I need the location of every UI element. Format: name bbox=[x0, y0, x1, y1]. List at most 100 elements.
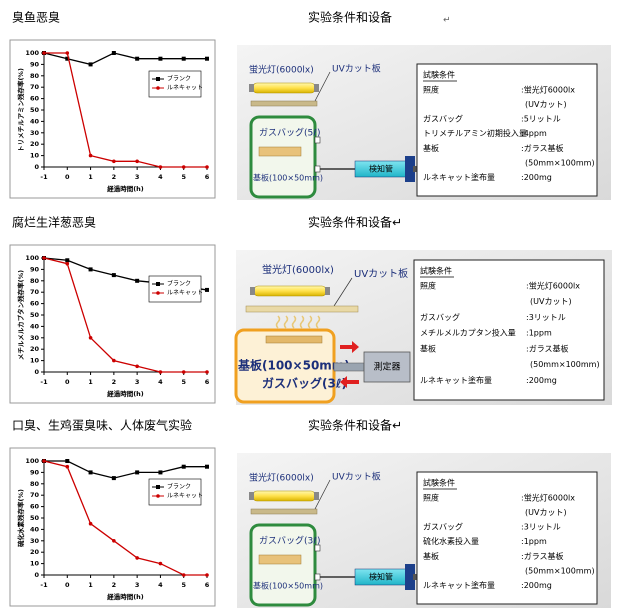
y-tick-label: 0 bbox=[34, 571, 39, 579]
x-tick-label: 5 bbox=[181, 581, 186, 589]
row-value: :ガラス基板 bbox=[521, 143, 564, 153]
y-tick-label: 80 bbox=[30, 72, 40, 80]
y-tick-label: 80 bbox=[30, 480, 40, 488]
row-label: 硫化水素投入量 bbox=[423, 536, 479, 546]
point bbox=[158, 56, 163, 61]
lamp-tube bbox=[252, 490, 316, 502]
uv-plate bbox=[250, 100, 318, 107]
row-value: :蛍光灯6000lx bbox=[521, 85, 575, 95]
point bbox=[135, 364, 139, 369]
point bbox=[158, 561, 163, 566]
point bbox=[88, 336, 93, 340]
port bbox=[314, 165, 321, 173]
section-heading: 腐烂生洋葱恶臭 bbox=[12, 215, 96, 230]
series-line bbox=[44, 460, 207, 479]
y-tick-label: 30 bbox=[30, 334, 40, 342]
y-tick-label: 10 bbox=[30, 357, 40, 365]
x-tick-label: 1 bbox=[88, 173, 93, 181]
y-tick-label: 20 bbox=[30, 140, 40, 148]
uv-label: UVカット板 bbox=[354, 267, 408, 280]
y-tick-label: 90 bbox=[30, 468, 40, 476]
y-tick-label: 60 bbox=[30, 95, 40, 103]
uv-pointer bbox=[314, 479, 331, 510]
y-tick-label: 10 bbox=[30, 560, 40, 568]
bag-label: ガスバッグ(3ℓ) bbox=[259, 535, 320, 547]
heat-wave bbox=[275, 315, 281, 329]
substrate bbox=[258, 146, 302, 157]
y-axis-label: メチルメルカプタン残存率(%) bbox=[16, 270, 25, 360]
substrate-label: 基板(100×50mm) bbox=[253, 581, 323, 591]
legend-marker bbox=[156, 77, 160, 81]
x-tick-label: 3 bbox=[135, 378, 140, 386]
legend-box bbox=[148, 70, 202, 98]
x-tick-label: -1 bbox=[40, 581, 48, 589]
uv-plate bbox=[250, 508, 318, 515]
point bbox=[65, 51, 70, 55]
arrow bbox=[340, 376, 359, 388]
legend-box bbox=[148, 478, 202, 506]
lamp-label: 蛍光灯(6000lx) bbox=[262, 263, 334, 276]
uv-plate bbox=[245, 305, 359, 313]
point bbox=[181, 165, 186, 169]
x-tick-label: 1 bbox=[88, 378, 93, 386]
legend-label: ブランク bbox=[167, 483, 191, 491]
point bbox=[135, 470, 140, 475]
y-tick-label: 60 bbox=[30, 300, 40, 308]
pump bbox=[405, 564, 415, 590]
legend-label: ルネキャット bbox=[167, 290, 203, 297]
y-tick-label: 20 bbox=[30, 548, 40, 556]
conditions-heading: 实验条件和设备↵ bbox=[308, 215, 402, 230]
row-label: 基板 bbox=[423, 551, 439, 561]
x-tick-label: 4 bbox=[158, 378, 163, 386]
legend-box bbox=[148, 275, 202, 303]
point bbox=[65, 464, 70, 469]
series-line bbox=[44, 52, 207, 168]
row-label: ガスバッグ bbox=[420, 312, 460, 322]
legend-label: ブランク bbox=[167, 75, 191, 83]
lamp-tube bbox=[253, 285, 327, 297]
point bbox=[111, 51, 116, 55]
device-label: 測定器 bbox=[373, 361, 400, 373]
legend-label: ルネキャット bbox=[167, 493, 203, 500]
row-value: :200mg bbox=[521, 173, 552, 182]
row-value: :5リットル bbox=[521, 115, 561, 124]
row-value: :200mg bbox=[521, 581, 552, 590]
point bbox=[88, 470, 93, 475]
lamp-cap bbox=[250, 287, 255, 295]
point bbox=[112, 539, 116, 543]
row-value: :蛍光灯6000lx bbox=[521, 493, 575, 503]
heat-wave bbox=[291, 315, 297, 329]
point bbox=[88, 153, 93, 158]
point bbox=[65, 261, 70, 266]
heat-wave bbox=[315, 315, 321, 329]
x-tick-label: 0 bbox=[65, 173, 70, 181]
legend-label: ブランク bbox=[167, 280, 191, 288]
legend-marker bbox=[156, 291, 160, 295]
row-note: (50mm×100mm) bbox=[530, 360, 600, 369]
gas-bag bbox=[249, 523, 317, 607]
row-note: (UVカット) bbox=[530, 297, 572, 306]
row-label: 照度 bbox=[423, 85, 439, 95]
x-tick-label: 4 bbox=[158, 581, 163, 589]
legend-marker bbox=[156, 86, 160, 90]
pipe bbox=[333, 362, 365, 372]
y-tick-label: 50 bbox=[30, 514, 40, 522]
y-tick-label: 40 bbox=[30, 117, 40, 125]
point bbox=[88, 521, 93, 526]
x-tick-label: 6 bbox=[205, 378, 210, 386]
uv-label: UVカット板 bbox=[332, 63, 381, 75]
row-label: ルネキャット塗布量 bbox=[423, 172, 495, 182]
y-axis-label: トリメチルアミン残存率(%) bbox=[16, 68, 25, 152]
substrate-label: 基板(100×50mm) bbox=[253, 173, 323, 183]
x-tick-label: 4 bbox=[158, 173, 163, 181]
y-tick-label: 100 bbox=[25, 457, 39, 465]
section-heading: 口臭、生鸡蛋臭味、人体废气实验 bbox=[12, 418, 192, 433]
heat-wave bbox=[299, 315, 305, 329]
point bbox=[88, 267, 93, 272]
legend-label: ルネキャット bbox=[167, 85, 203, 92]
y-tick-label: 30 bbox=[30, 129, 40, 137]
lamp-label: 蛍光灯(6000lx) bbox=[249, 472, 314, 484]
y-tick-label: 100 bbox=[25, 49, 39, 57]
x-tick-label: -1 bbox=[40, 378, 48, 386]
point bbox=[205, 573, 209, 577]
